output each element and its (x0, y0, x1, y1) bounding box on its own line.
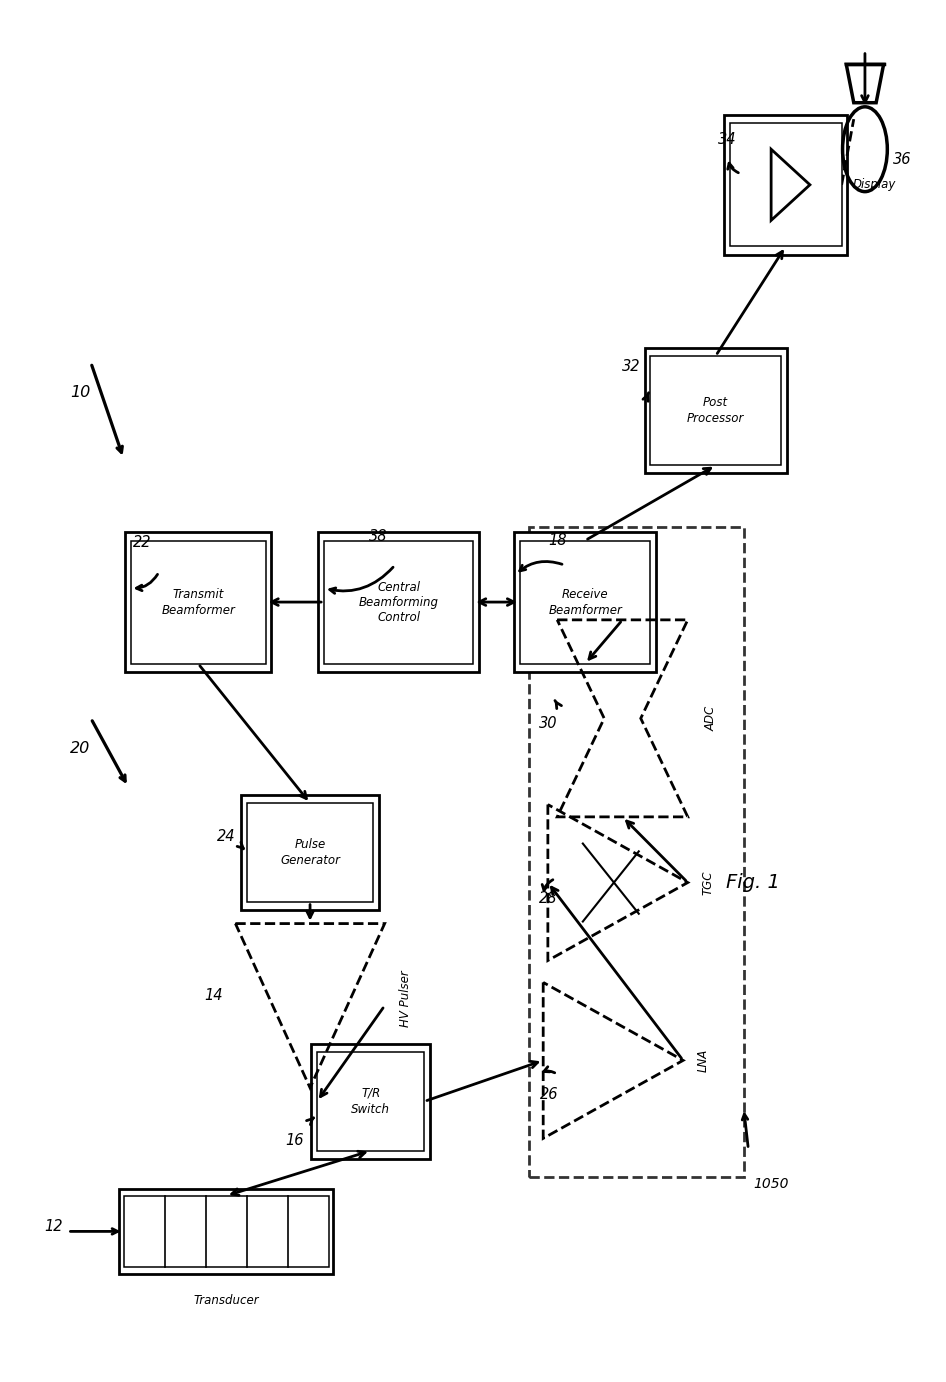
Text: 16: 16 (285, 1133, 304, 1148)
Bar (119, 1189, 333, 1274)
Text: 20: 20 (70, 741, 91, 756)
Text: T/R
Switch: T/R Switch (351, 1086, 390, 1115)
Text: 38: 38 (369, 528, 387, 543)
Text: Receive
Beamformer: Receive Beamformer (548, 587, 622, 616)
Bar (241, 795, 378, 909)
Text: Post
Processor: Post Processor (687, 397, 744, 426)
Text: 10: 10 (70, 384, 91, 399)
Bar (247, 803, 373, 901)
Bar (124, 1195, 328, 1267)
Text: 26: 26 (540, 1086, 558, 1101)
Text: 32: 32 (622, 359, 640, 375)
Bar (311, 1043, 429, 1159)
Bar (729, 123, 841, 246)
Text: 36: 36 (892, 152, 911, 167)
Bar (324, 540, 473, 663)
Bar (529, 527, 744, 1176)
Text: 1050: 1050 (753, 1176, 788, 1190)
Text: 28: 28 (538, 891, 557, 907)
Text: Display: Display (852, 178, 896, 191)
Bar (650, 355, 780, 466)
Text: LNA: LNA (696, 1049, 710, 1072)
Text: ADC: ADC (704, 706, 717, 731)
Text: 34: 34 (717, 131, 736, 146)
Text: Fig. 1: Fig. 1 (726, 873, 780, 891)
Text: TGC: TGC (701, 871, 714, 894)
Text: 24: 24 (217, 829, 236, 844)
Bar (317, 1052, 424, 1151)
Bar (131, 540, 266, 663)
Bar (724, 115, 847, 254)
Text: HV Pulser: HV Pulser (398, 970, 412, 1027)
Text: 22: 22 (132, 535, 151, 550)
Text: 14: 14 (204, 988, 223, 1003)
Text: 18: 18 (548, 532, 566, 547)
Text: Transducer: Transducer (193, 1295, 259, 1307)
Bar (125, 532, 272, 672)
Bar (514, 532, 656, 672)
Bar (519, 540, 650, 663)
Text: Pulse
Generator: Pulse Generator (280, 837, 340, 867)
Text: 12: 12 (44, 1219, 62, 1234)
Bar (318, 532, 479, 672)
Text: Central
Beamforming
Control: Central Beamforming Control (359, 580, 438, 623)
Bar (644, 348, 786, 474)
Text: Transmit
Beamformer: Transmit Beamformer (161, 587, 235, 616)
Text: 30: 30 (538, 716, 557, 731)
